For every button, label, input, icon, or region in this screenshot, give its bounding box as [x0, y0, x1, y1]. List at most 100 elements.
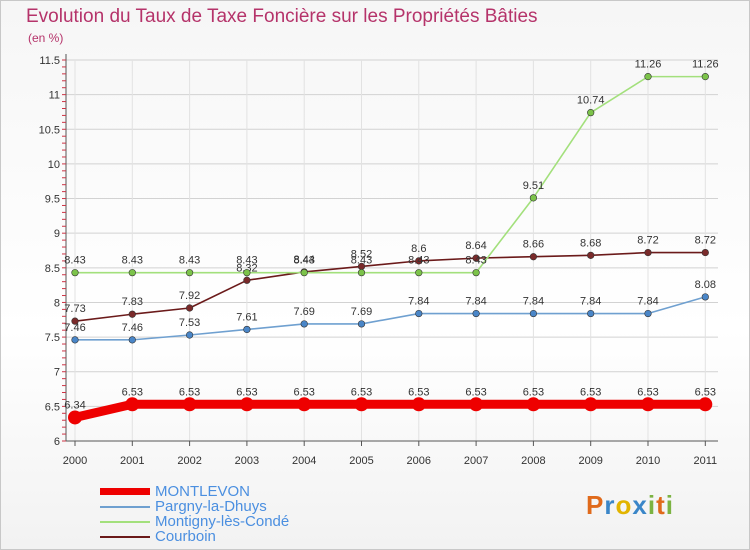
- data-point-pargny-la-dhuys: [415, 309, 423, 318]
- data-point-courboin: [587, 251, 595, 259]
- data-label-montigny-l-s-cond-: 11.26: [635, 59, 662, 71]
- x-tick-label: 2000: [63, 455, 87, 467]
- data-label-pargny-la-dhuys: 7.69: [351, 306, 372, 318]
- data-label-montigny-l-s-cond-: 8.43: [64, 255, 85, 267]
- data-label-courboin: 7.92: [179, 290, 200, 302]
- data-label-pargny-la-dhuys: 7.46: [64, 322, 85, 334]
- x-tick-label: 2001: [120, 455, 144, 467]
- logo-letter: t: [656, 490, 666, 520]
- legend-label: Courboin: [155, 528, 216, 545]
- data-point-courboin: [71, 317, 79, 325]
- data-point-montigny-l-s-cond-: [701, 73, 709, 81]
- data-point-montigny-l-s-cond-: [300, 269, 308, 277]
- data-label-montigny-l-s-cond-: 8.43: [236, 255, 257, 267]
- y-tick-label: 8: [54, 297, 60, 309]
- data-label-montlevon: 6.34: [64, 399, 85, 411]
- data-point-courboin: [472, 254, 480, 262]
- data-label-montigny-l-s-cond-: 8.43: [179, 255, 200, 267]
- data-label-montlevon: 6.53: [408, 386, 429, 398]
- data-point-montlevon: [125, 397, 140, 412]
- data-point-montigny-l-s-cond-: [644, 73, 652, 81]
- legend: MONTLEVON Pargny-la-Dhuys Montigny-lès-Con…: [100, 484, 289, 544]
- legend-item: Courboin: [100, 529, 289, 544]
- data-point-pargny-la-dhuys: [644, 309, 652, 318]
- data-label-montlevon: 6.53: [465, 386, 486, 398]
- data-label-montlevon: 6.53: [695, 386, 716, 398]
- data-point-montigny-l-s-cond-: [529, 194, 538, 202]
- data-point-montlevon: [182, 397, 197, 412]
- legend-item: MONTLEVON: [100, 484, 289, 499]
- data-label-courboin: 7.83: [122, 296, 143, 308]
- data-label-montlevon: 6.53: [293, 386, 314, 398]
- legend-label: Montigny-lès-Condé: [155, 513, 290, 530]
- data-point-courboin: [243, 276, 251, 284]
- data-label-montigny-l-s-cond-: 8.43: [465, 255, 486, 267]
- data-label-pargny-la-dhuys: 7.69: [293, 306, 314, 318]
- data-point-pargny-la-dhuys: [243, 325, 251, 334]
- legend-swatch: [100, 505, 150, 508]
- data-label-courboin: 8.52: [351, 248, 372, 260]
- data-point-montlevon: [239, 397, 254, 412]
- y-tick-label: 9.5: [45, 194, 60, 206]
- logo-letter: x: [632, 490, 648, 520]
- series-line-pargny-la-dhuys: [74, 296, 707, 341]
- data-point-pargny-la-dhuys: [529, 309, 538, 318]
- y-tick-label: 7: [54, 367, 60, 379]
- data-label-courboin: 8.72: [695, 235, 716, 247]
- y-tick-label: 9: [54, 228, 60, 240]
- legend-swatch: [100, 535, 150, 538]
- legend-swatch: [100, 488, 150, 495]
- data-label-courboin: 8.6: [411, 243, 426, 255]
- data-label-montigny-l-s-cond-: 11.26: [692, 59, 719, 71]
- data-point-pargny-la-dhuys: [701, 293, 709, 301]
- data-label-courboin: 8.44: [293, 254, 314, 266]
- data-label-pargny-la-dhuys: 7.46: [122, 322, 143, 334]
- series-line-courboin: [74, 251, 707, 322]
- data-point-montigny-l-s-cond-: [243, 269, 251, 277]
- legend-item: Montigny-lès-Condé: [100, 514, 289, 529]
- data-label-montlevon: 6.53: [351, 386, 372, 398]
- x-tick-label: 2004: [292, 455, 316, 467]
- data-label-pargny-la-dhuys: 7.84: [523, 296, 544, 308]
- data-point-montlevon: [641, 397, 655, 412]
- data-point-montlevon: [698, 397, 713, 412]
- data-point-courboin: [128, 310, 136, 318]
- series-line-montigny-l-s-cond-: [74, 75, 707, 274]
- data-point-montigny-l-s-cond-: [128, 269, 136, 277]
- data-label-courboin: 8.66: [523, 239, 544, 251]
- x-tick-label: 2005: [349, 455, 373, 467]
- logo-letter: o: [615, 490, 633, 520]
- y-tick-label: 11: [49, 90, 60, 102]
- data-point-montigny-l-s-cond-: [472, 269, 480, 277]
- proxiti-logo: Proxiti: [586, 490, 674, 521]
- data-label-courboin: 8.32: [236, 262, 257, 274]
- data-label-montlevon: 6.53: [637, 386, 658, 398]
- data-label-montigny-l-s-cond-: 10.74: [577, 95, 605, 107]
- logo-letter: i: [665, 490, 674, 520]
- x-tick-label: 2002: [177, 455, 201, 467]
- data-label-montigny-l-s-cond-: 8.43: [408, 255, 429, 267]
- y-tick-label: 10: [48, 159, 60, 171]
- data-label-montigny-l-s-cond-: 8.43: [122, 255, 143, 267]
- data-label-courboin: 8.68: [580, 237, 601, 249]
- legend-swatch: [100, 520, 150, 523]
- y-tick-label: 10.5: [39, 124, 60, 136]
- logo-letter: P: [586, 490, 605, 520]
- data-label-courboin: 8.64: [465, 240, 486, 252]
- data-point-pargny-la-dhuys: [186, 331, 194, 339]
- data-point-montlevon: [469, 397, 484, 412]
- x-tick-label: 2003: [235, 455, 259, 467]
- series-line-montlevon: [70, 399, 710, 422]
- data-point-courboin: [415, 257, 423, 265]
- data-point-montlevon: [354, 397, 369, 412]
- data-point-montigny-l-s-cond-: [71, 269, 79, 277]
- data-point-pargny-la-dhuys: [71, 336, 79, 344]
- logo-letter: i: [647, 490, 657, 520]
- data-label-pargny-la-dhuys: 7.61: [236, 311, 257, 323]
- y-tick-label: 6.5: [45, 401, 60, 413]
- data-label-montlevon: 6.53: [580, 386, 601, 398]
- data-label-pargny-la-dhuys: 7.84: [465, 296, 486, 308]
- data-label-montigny-l-s-cond-: 8.43: [351, 255, 372, 267]
- legend-item: Pargny-la-Dhuys: [100, 499, 289, 514]
